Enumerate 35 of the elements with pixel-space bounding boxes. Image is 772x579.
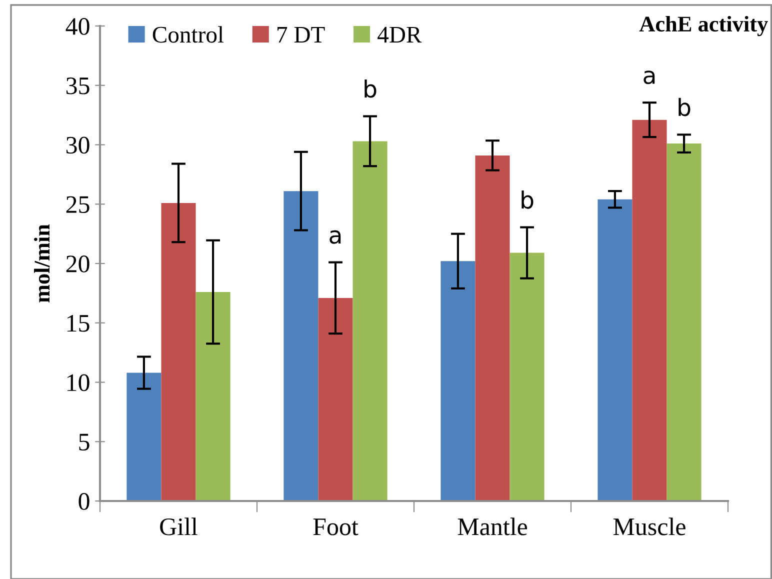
y-tick-label: 35	[66, 77, 90, 94]
legend-label: 4DR	[378, 26, 422, 43]
x-tick-label: Foot	[313, 518, 358, 536]
y-tick-label: 20	[66, 256, 90, 272]
data-label: b	[364, 80, 376, 98]
y-tick-label: 0	[78, 493, 90, 510]
bar	[126, 372, 162, 501]
bar	[161, 202, 196, 501]
x-tick-label: Gill	[160, 518, 198, 536]
bar	[196, 292, 230, 501]
x-tick-label: Muscle	[613, 518, 686, 536]
y-tick-label: 15	[67, 315, 90, 332]
chart-title: AchE activity	[639, 16, 768, 36]
y-tick-label: 30	[66, 136, 90, 154]
bar	[475, 155, 510, 501]
data-label: a	[644, 70, 655, 84]
x-tick-label: Mantle	[458, 518, 528, 536]
bar	[352, 141, 388, 501]
legend-label: 7 DT	[278, 27, 325, 43]
bar	[510, 252, 544, 501]
y-tick-label: 25	[66, 196, 90, 214]
y-tick-label: 10	[67, 374, 90, 392]
data-label: b	[678, 98, 690, 116]
legend-label: Control	[152, 26, 224, 43]
bar	[284, 191, 318, 501]
bar	[632, 120, 667, 501]
bar	[598, 199, 632, 501]
y-tick-label: 40	[66, 18, 90, 35]
y-axis-title: mol/min	[34, 224, 50, 302]
data-label: b	[522, 190, 534, 209]
data-label: a	[330, 230, 341, 244]
bar	[318, 298, 353, 501]
bar	[666, 144, 702, 501]
y-tick-label: 5	[79, 434, 90, 451]
bar	[440, 261, 476, 501]
